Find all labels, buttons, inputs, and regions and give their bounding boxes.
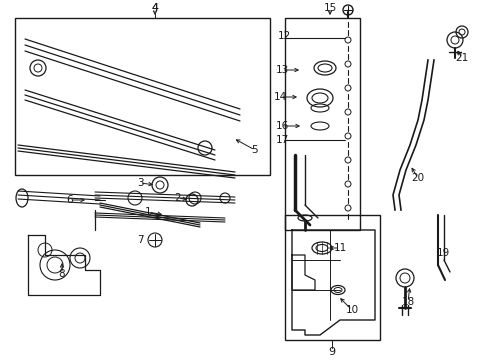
- Bar: [15, 18, 269, 175]
- Text: 4: 4: [151, 3, 158, 13]
- Text: 14: 14: [273, 92, 286, 102]
- Ellipse shape: [315, 244, 327, 252]
- Text: 8: 8: [59, 269, 65, 279]
- Text: 4: 4: [151, 3, 158, 13]
- Text: 18: 18: [401, 297, 414, 307]
- Text: 3: 3: [137, 178, 143, 188]
- Text: 11: 11: [333, 243, 346, 253]
- Text: 9: 9: [328, 347, 335, 357]
- Bar: [285, 18, 359, 230]
- Text: 13: 13: [275, 65, 288, 75]
- Ellipse shape: [317, 64, 331, 72]
- Ellipse shape: [311, 93, 327, 103]
- Text: 12: 12: [277, 31, 290, 41]
- Text: 5: 5: [251, 145, 258, 155]
- Text: 1: 1: [144, 207, 151, 217]
- Text: 19: 19: [435, 248, 448, 258]
- Text: 21: 21: [454, 53, 468, 63]
- Text: 10: 10: [345, 305, 358, 315]
- Text: 6: 6: [66, 195, 73, 205]
- Bar: [285, 215, 379, 340]
- Text: 15: 15: [323, 3, 336, 13]
- Text: 7: 7: [137, 235, 143, 245]
- Text: 16: 16: [275, 121, 288, 131]
- Text: 2: 2: [174, 193, 181, 203]
- Text: 17: 17: [275, 135, 288, 145]
- Text: 20: 20: [410, 173, 424, 183]
